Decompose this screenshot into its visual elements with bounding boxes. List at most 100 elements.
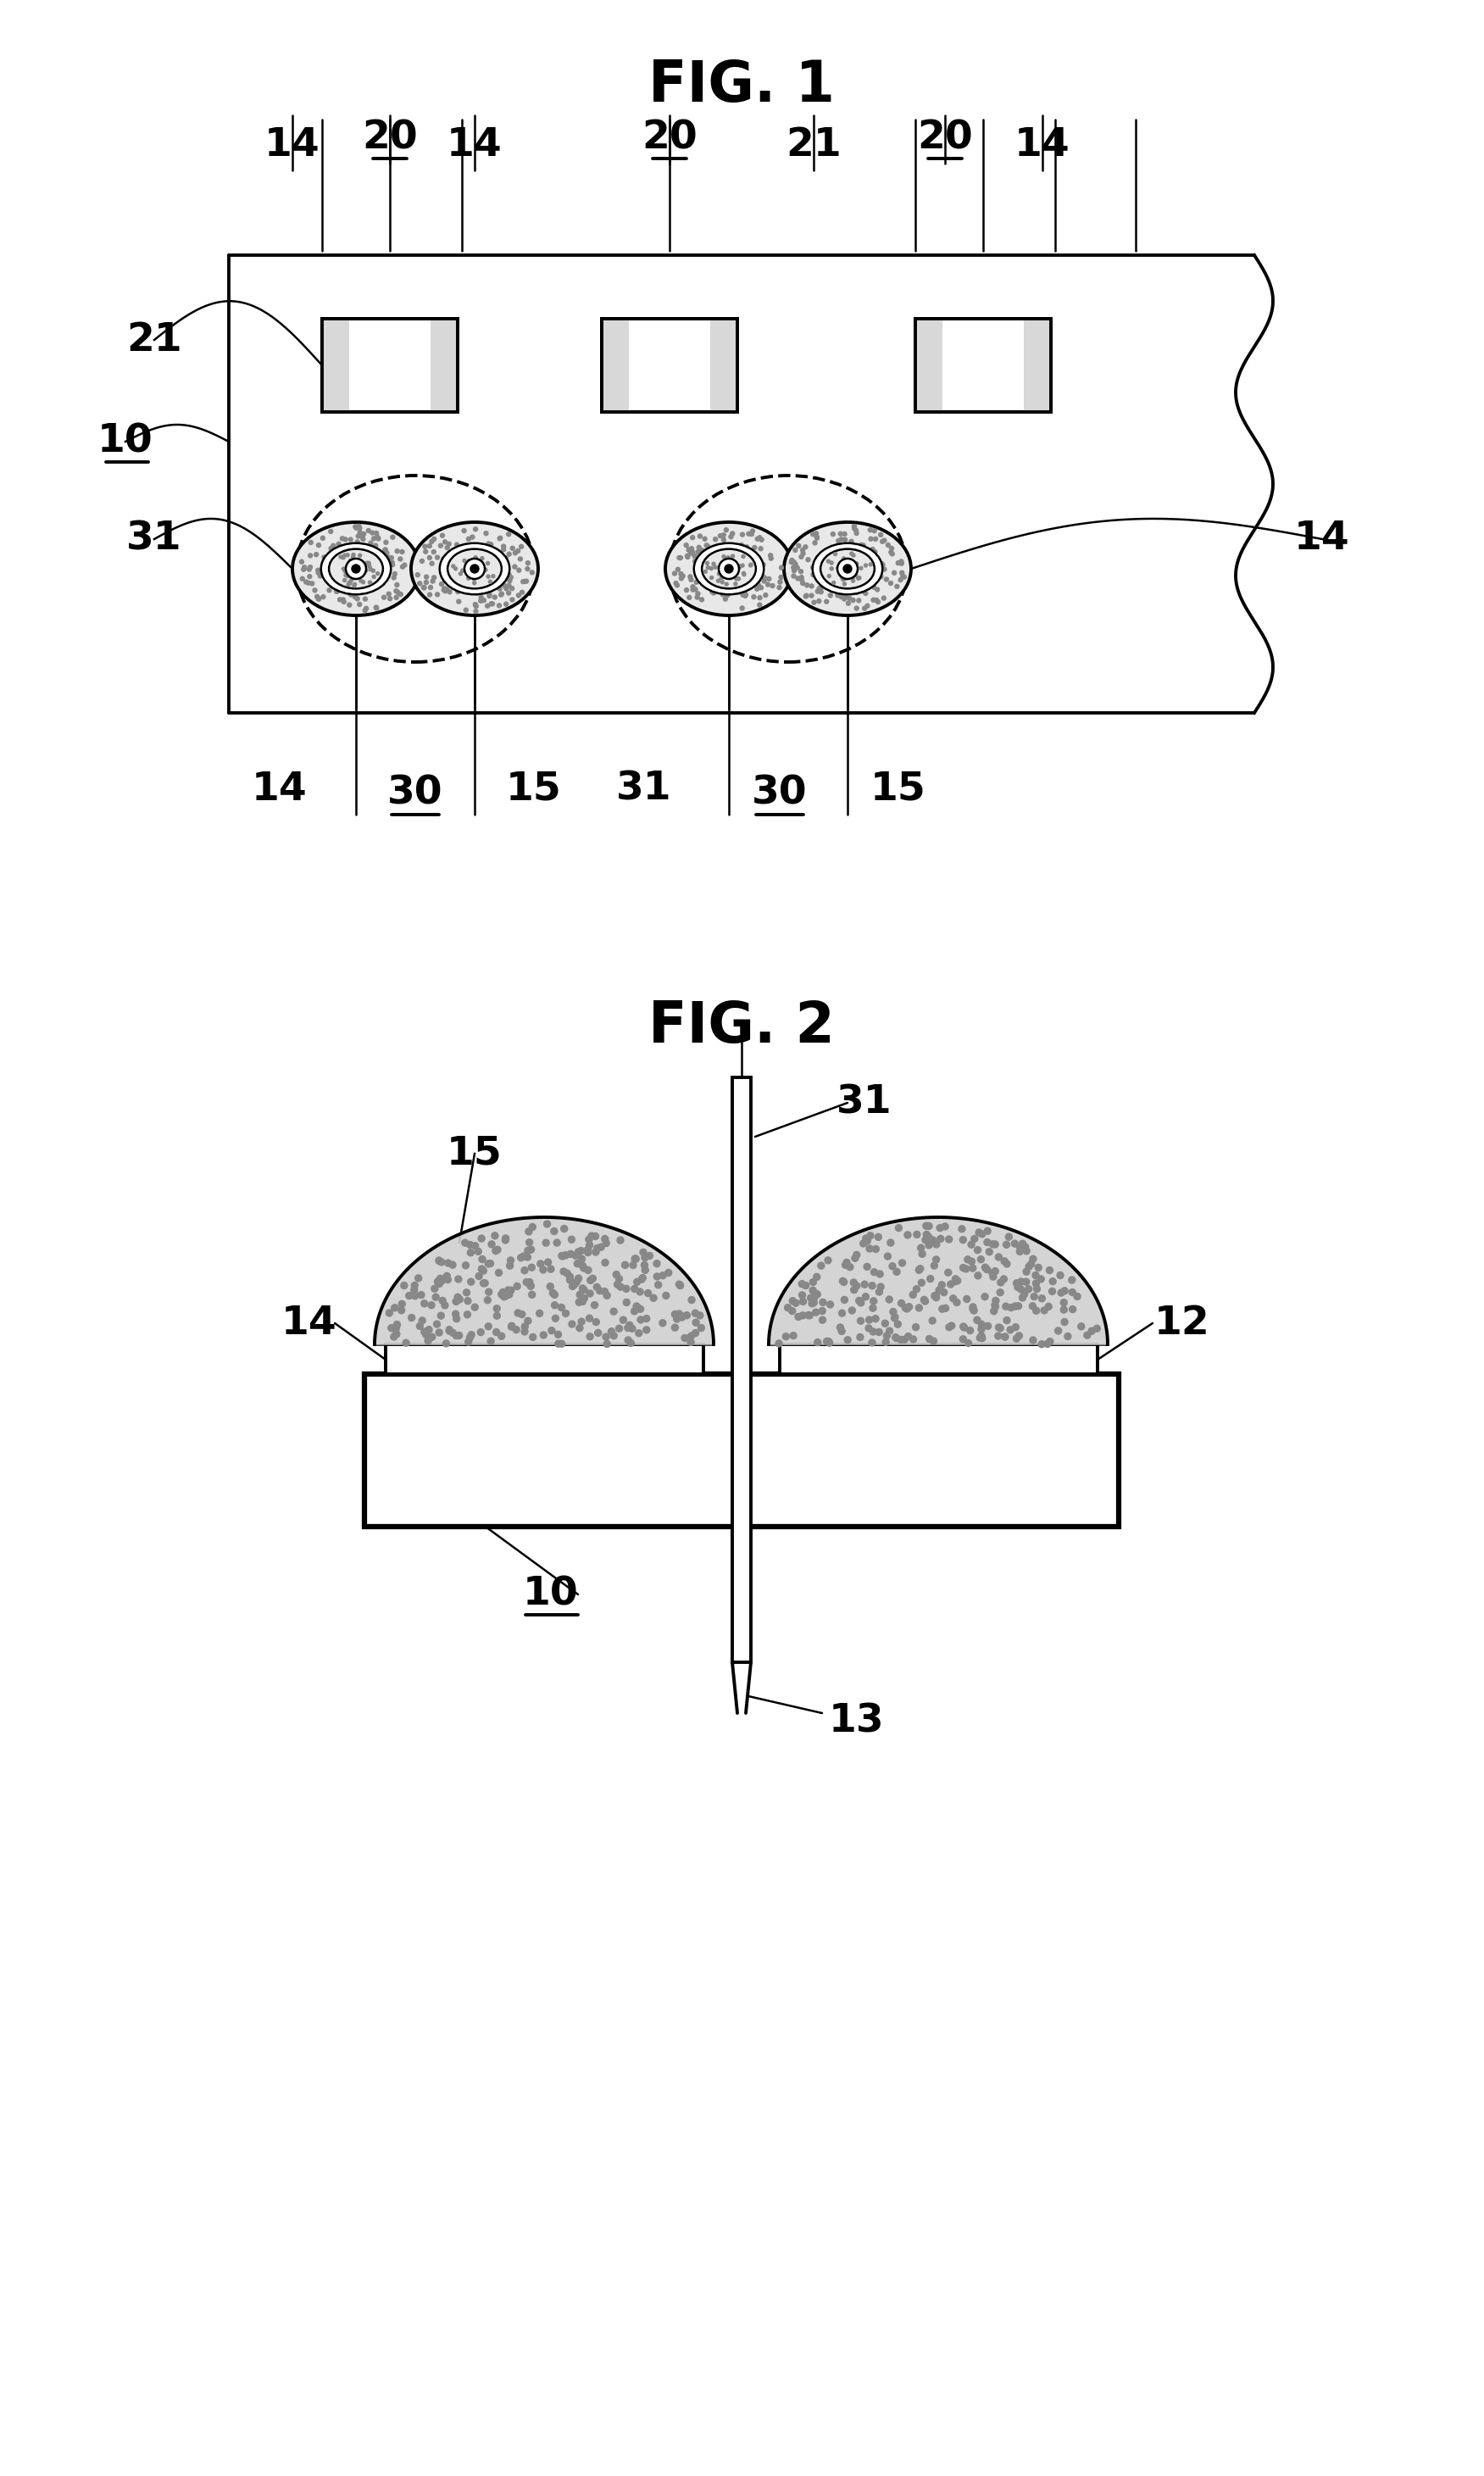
Circle shape	[905, 1302, 913, 1310]
Circle shape	[844, 577, 847, 579]
Circle shape	[870, 584, 874, 587]
Circle shape	[994, 1332, 1002, 1340]
Circle shape	[389, 555, 393, 560]
Circle shape	[687, 1340, 695, 1344]
Circle shape	[464, 609, 467, 612]
Circle shape	[1061, 1300, 1067, 1305]
Circle shape	[659, 1273, 666, 1278]
Circle shape	[806, 1312, 813, 1320]
Circle shape	[340, 555, 343, 560]
Circle shape	[810, 1278, 816, 1285]
Circle shape	[494, 1305, 500, 1312]
Circle shape	[493, 1330, 500, 1335]
Circle shape	[739, 565, 742, 567]
Circle shape	[435, 1278, 441, 1285]
Circle shape	[485, 1260, 491, 1268]
Circle shape	[965, 1340, 972, 1347]
Circle shape	[761, 562, 766, 567]
Circle shape	[846, 567, 850, 569]
Circle shape	[576, 1292, 583, 1297]
Circle shape	[886, 1327, 893, 1335]
Circle shape	[335, 589, 340, 594]
Circle shape	[687, 547, 692, 552]
Circle shape	[809, 1300, 815, 1307]
Circle shape	[1033, 1280, 1039, 1288]
Circle shape	[798, 569, 803, 574]
Circle shape	[1000, 1275, 1008, 1283]
Circle shape	[865, 1317, 873, 1322]
Circle shape	[341, 597, 346, 602]
Circle shape	[466, 545, 470, 550]
Circle shape	[393, 572, 396, 577]
Circle shape	[301, 567, 306, 572]
Circle shape	[982, 1265, 988, 1270]
Circle shape	[604, 1340, 610, 1347]
Circle shape	[576, 1248, 582, 1255]
Circle shape	[1061, 1320, 1068, 1325]
Circle shape	[789, 557, 794, 562]
Circle shape	[930, 1337, 936, 1344]
Circle shape	[791, 574, 795, 579]
Text: 15: 15	[506, 770, 562, 807]
Circle shape	[868, 1340, 876, 1347]
Circle shape	[984, 1265, 990, 1273]
Circle shape	[568, 1236, 574, 1243]
Circle shape	[815, 535, 819, 540]
Circle shape	[493, 584, 497, 587]
Circle shape	[899, 1260, 905, 1265]
Circle shape	[1088, 1327, 1095, 1335]
Circle shape	[692, 1310, 699, 1317]
Circle shape	[343, 579, 346, 582]
Circle shape	[883, 1332, 890, 1340]
Circle shape	[813, 1310, 819, 1315]
Circle shape	[476, 565, 479, 569]
Circle shape	[709, 589, 714, 594]
Circle shape	[1022, 1278, 1030, 1285]
Bar	[365, 1374, 1119, 1528]
Circle shape	[862, 1292, 870, 1300]
Circle shape	[472, 1305, 478, 1310]
Circle shape	[601, 1236, 608, 1243]
Circle shape	[445, 1260, 451, 1265]
Bar	[916, 319, 1051, 411]
Circle shape	[555, 1340, 562, 1347]
Circle shape	[401, 1283, 408, 1290]
Circle shape	[356, 525, 361, 527]
Circle shape	[1077, 1322, 1085, 1330]
Circle shape	[383, 574, 387, 577]
Circle shape	[779, 565, 784, 569]
Circle shape	[654, 1283, 662, 1288]
Circle shape	[331, 545, 335, 547]
Circle shape	[721, 592, 724, 597]
Circle shape	[689, 552, 693, 555]
Circle shape	[309, 565, 312, 569]
Circle shape	[438, 1258, 445, 1265]
Circle shape	[1008, 1305, 1015, 1310]
Circle shape	[439, 582, 444, 587]
Circle shape	[1017, 1248, 1022, 1255]
Circle shape	[1017, 1243, 1024, 1250]
Circle shape	[789, 1307, 795, 1315]
Circle shape	[433, 1320, 441, 1327]
Text: 30: 30	[752, 775, 807, 812]
Circle shape	[567, 1273, 573, 1280]
Circle shape	[718, 535, 723, 537]
Bar	[322, 319, 457, 411]
Circle shape	[310, 582, 315, 587]
Circle shape	[978, 1332, 985, 1340]
Circle shape	[347, 582, 350, 587]
Circle shape	[487, 542, 491, 545]
Circle shape	[942, 1305, 948, 1312]
Circle shape	[871, 584, 876, 589]
Circle shape	[508, 584, 510, 587]
Circle shape	[362, 532, 367, 537]
Circle shape	[840, 567, 843, 569]
Circle shape	[355, 567, 358, 569]
Circle shape	[881, 537, 886, 542]
Circle shape	[870, 1297, 877, 1305]
Circle shape	[650, 1295, 657, 1302]
Circle shape	[932, 1292, 938, 1300]
Circle shape	[997, 1290, 1003, 1295]
Circle shape	[700, 577, 705, 579]
Text: FIG. 1: FIG. 1	[649, 57, 835, 114]
